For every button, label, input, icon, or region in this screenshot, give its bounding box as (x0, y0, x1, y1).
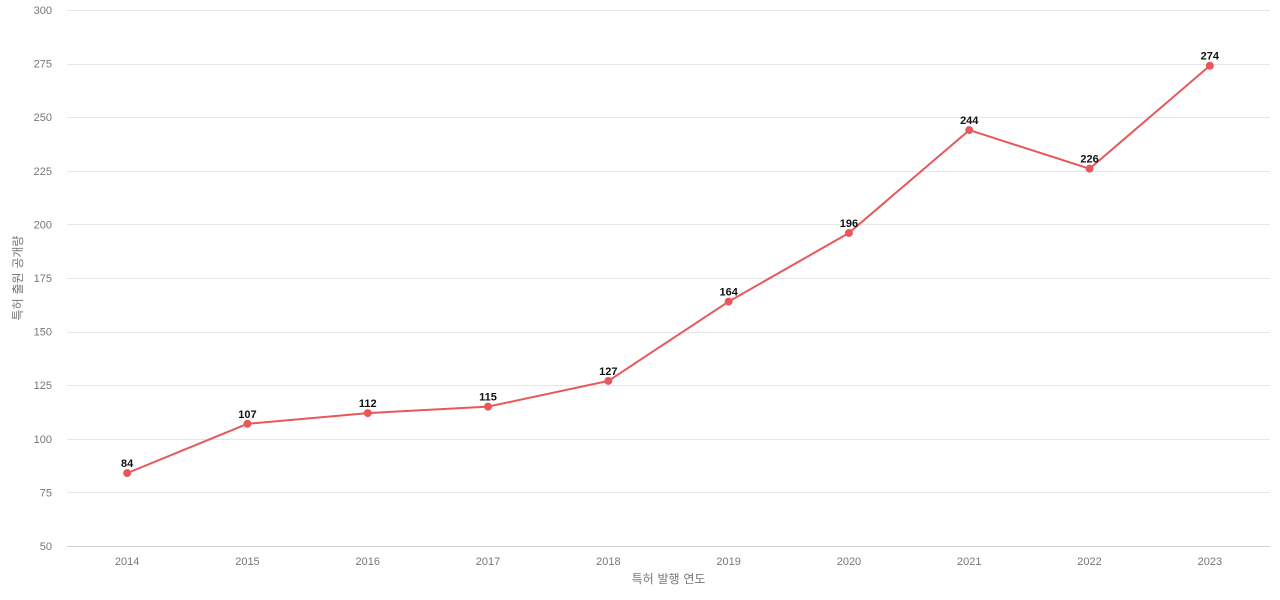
x-tick-label: 2020 (837, 556, 861, 568)
y-tick-label: 225 (34, 166, 52, 178)
data-point (123, 469, 132, 478)
data-label: 127 (599, 366, 617, 378)
data-label: 84 (121, 458, 134, 470)
y-tick-label: 250 (34, 112, 52, 124)
y-tick-label: 300 (34, 5, 52, 17)
y-tick-label: 125 (34, 380, 52, 392)
data-label: 112 (359, 398, 377, 410)
y-tick-label: 100 (34, 434, 52, 446)
data-label: 274 (1201, 51, 1220, 63)
data-point (1085, 164, 1094, 173)
x-tick-label: 2015 (235, 556, 259, 568)
data-label: 196 (840, 218, 858, 230)
x-tick-label: 2021 (957, 556, 981, 568)
data-point (604, 376, 613, 385)
gridlines (67, 10, 1270, 547)
data-point (844, 228, 853, 237)
data-label: 226 (1080, 154, 1098, 166)
data-label: 244 (960, 115, 979, 127)
y-tick-label: 275 (34, 59, 52, 71)
y-tick-label: 75 (40, 487, 52, 499)
y-tick-label: 175 (34, 273, 52, 285)
series-group (123, 61, 1214, 478)
x-axis-title: 특허 발행 연도 (632, 571, 706, 586)
x-tick-label: 2017 (476, 556, 500, 568)
data-label: 115 (479, 392, 497, 404)
y-tick-label: 200 (34, 219, 52, 231)
x-tick-label: 2014 (115, 556, 139, 568)
data-point (243, 419, 252, 428)
data-point (1205, 61, 1214, 70)
data-point (965, 126, 974, 135)
data-point (484, 402, 493, 411)
data-label: 107 (238, 409, 256, 421)
y-axis-title: 특허 출원 공개량 (11, 236, 25, 321)
y-tick-label: 150 (34, 327, 52, 339)
y-tick-label: 50 (40, 541, 52, 553)
x-tick-label: 2022 (1077, 556, 1101, 568)
data-labels: 84 107 112 115 127 164 196 244 226 274 (121, 51, 1220, 470)
x-axis-ticks: 2014 2015 2016 2017 2018 2019 2020 2021 2022 2023 (115, 556, 1222, 568)
series-line (126, 64, 1211, 475)
x-tick-label: 2023 (1198, 556, 1222, 568)
x-tick-label: 2016 (356, 556, 380, 568)
x-tick-label: 2019 (716, 556, 740, 568)
y-axis-ticks: 50 75 100 125 150 175 200 225 250 275 300 (34, 5, 52, 553)
data-point (363, 409, 372, 418)
x-tick-label: 2018 (596, 556, 620, 568)
data-point (724, 297, 733, 306)
data-label: 164 (719, 287, 738, 299)
